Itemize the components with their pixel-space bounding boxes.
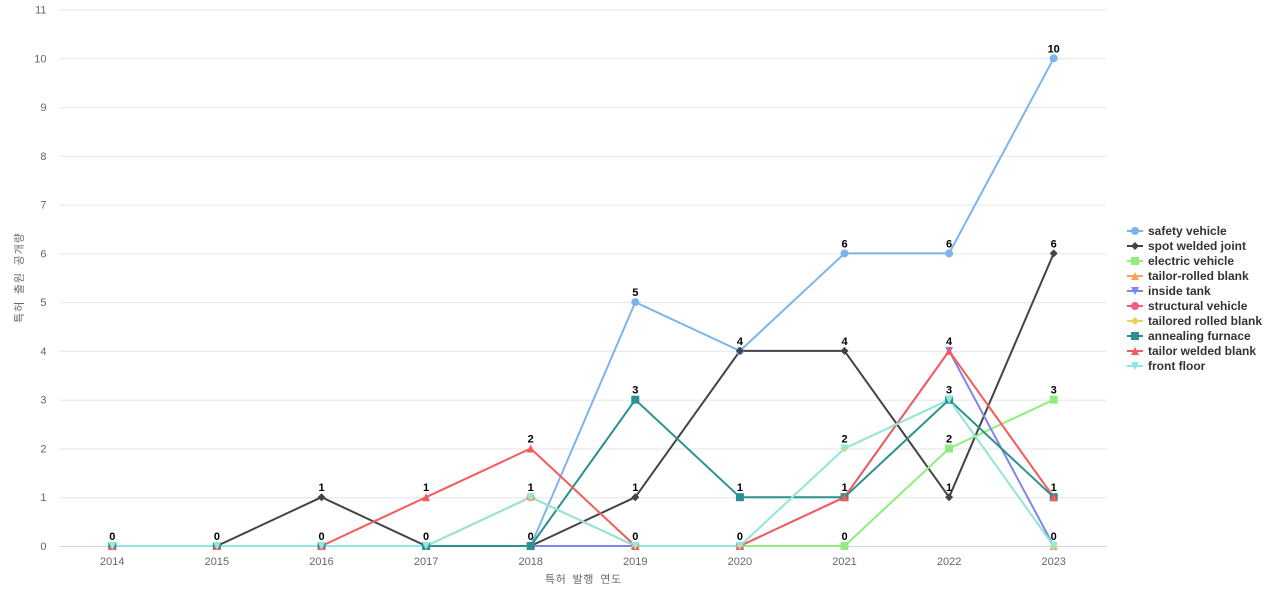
svg-text:1: 1 [737, 482, 743, 494]
svg-text:2019: 2019 [623, 556, 647, 568]
svg-text:3: 3 [946, 385, 952, 397]
svg-text:2: 2 [841, 434, 847, 446]
svg-text:4: 4 [40, 346, 46, 358]
svg-text:2022: 2022 [937, 556, 961, 568]
svg-text:2015: 2015 [205, 556, 229, 568]
svg-text:0: 0 [1051, 531, 1057, 543]
svg-text:4: 4 [841, 336, 848, 348]
svg-text:2023: 2023 [1041, 556, 1065, 568]
svg-text:0: 0 [109, 531, 115, 543]
svg-text:10: 10 [1048, 43, 1060, 55]
svg-text:1: 1 [40, 492, 46, 504]
svg-text:1: 1 [423, 482, 429, 494]
svg-text:0: 0 [737, 531, 743, 543]
svg-text:6: 6 [841, 238, 847, 250]
svg-text:0: 0 [528, 531, 534, 543]
svg-text:4: 4 [737, 336, 744, 348]
svg-text:1: 1 [528, 482, 534, 494]
svg-text:tailor-rolled blank: tailor-rolled blank [1148, 269, 1249, 283]
svg-text:0: 0 [423, 531, 429, 543]
svg-text:6: 6 [1051, 238, 1057, 250]
svg-text:2016: 2016 [309, 556, 333, 568]
svg-text:1: 1 [632, 482, 638, 494]
svg-text:2014: 2014 [100, 556, 124, 568]
svg-text:3: 3 [632, 385, 638, 397]
svg-text:1: 1 [946, 482, 952, 494]
svg-text:2017: 2017 [414, 556, 438, 568]
svg-text:4: 4 [946, 336, 953, 348]
svg-text:8: 8 [40, 151, 46, 163]
svg-text:10: 10 [34, 53, 46, 65]
svg-text:safety vehicle: safety vehicle [1148, 224, 1227, 238]
svg-text:tailor welded blank: tailor welded blank [1148, 344, 1256, 358]
svg-text:0: 0 [318, 531, 324, 543]
svg-text:5: 5 [40, 297, 46, 309]
svg-text:9: 9 [40, 102, 46, 114]
svg-text:structural vehicle: structural vehicle [1148, 299, 1248, 313]
svg-text:1: 1 [318, 482, 324, 494]
svg-text:tailored rolled blank: tailored rolled blank [1148, 314, 1262, 328]
svg-text:2: 2 [528, 434, 534, 446]
svg-text:annealing furnace: annealing furnace [1148, 329, 1251, 343]
svg-text:7: 7 [40, 200, 46, 212]
svg-text:2: 2 [40, 444, 46, 456]
svg-text:3: 3 [1051, 385, 1057, 397]
svg-text:2020: 2020 [728, 556, 752, 568]
svg-text:spot welded joint: spot welded joint [1148, 239, 1246, 253]
svg-text:0: 0 [214, 531, 220, 543]
svg-text:0: 0 [841, 531, 847, 543]
svg-text:0: 0 [632, 531, 638, 543]
svg-text:2018: 2018 [518, 556, 542, 568]
svg-text:2021: 2021 [832, 556, 856, 568]
svg-text:inside tank: inside tank [1148, 284, 1211, 298]
svg-text:1: 1 [1051, 482, 1057, 494]
svg-text:6: 6 [40, 248, 46, 260]
svg-text:11: 11 [35, 5, 46, 17]
svg-text:1: 1 [841, 482, 847, 494]
svg-text:3: 3 [40, 395, 46, 407]
svg-text:0: 0 [40, 541, 46, 553]
svg-text:front floor: front floor [1148, 359, 1206, 373]
svg-text:2: 2 [946, 434, 952, 446]
svg-text:5: 5 [632, 287, 638, 299]
svg-text:electric vehicle: electric vehicle [1148, 254, 1234, 268]
svg-text:6: 6 [946, 238, 952, 250]
